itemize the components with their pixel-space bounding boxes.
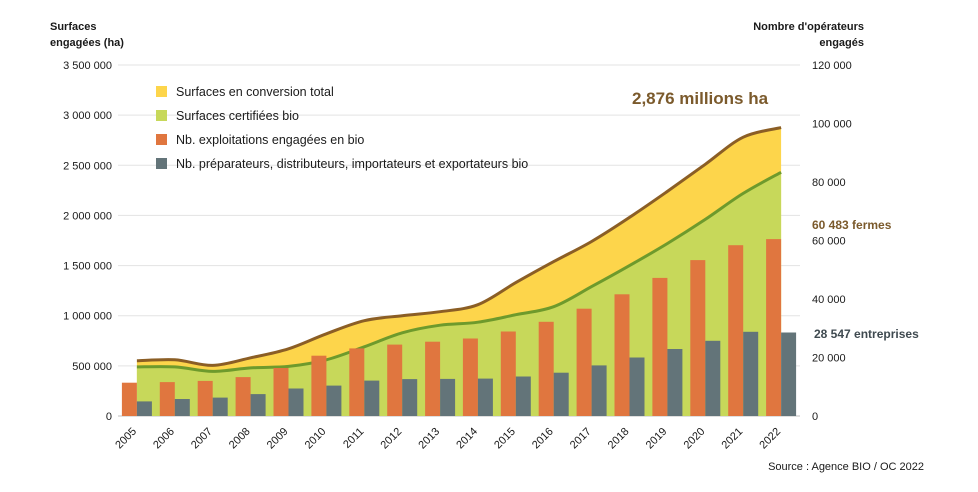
legend: Surfaces en conversion total Surfaces cer… <box>156 85 528 171</box>
bar-operators <box>705 340 721 416</box>
bar-operators <box>667 349 683 416</box>
x-tick-label: 2014 <box>454 426 480 452</box>
right-tick-label: 100 000 <box>812 119 852 131</box>
bar-operators <box>288 388 304 416</box>
annotation-surface-total: 2,876 millions ha <box>632 89 769 108</box>
legend-swatch <box>156 110 167 121</box>
left-tick-label: 1 500 000 <box>63 261 112 273</box>
bar-operators <box>212 397 228 416</box>
bar-operators <box>591 365 607 416</box>
bar-farms <box>159 382 175 416</box>
legend-swatch <box>156 86 167 97</box>
legend-label: Nb. préparateurs, distributeurs, importa… <box>176 157 528 171</box>
x-tick-label: 2022 <box>757 426 783 452</box>
bar-farms <box>121 382 137 416</box>
x-tick-label: 2013 <box>416 426 442 452</box>
x-tick-label: 2007 <box>189 426 215 452</box>
bar-farms <box>425 341 441 416</box>
bar-operators <box>515 376 531 416</box>
bar-farms <box>273 368 289 416</box>
bar-operators <box>553 372 569 416</box>
right-axis-title: engagés <box>819 37 864 49</box>
x-tick-label: 2019 <box>644 426 670 452</box>
annotation-farms: 60 483 fermes <box>812 218 892 232</box>
x-tick-label: 2021 <box>719 426 745 452</box>
left-tick-label: 3 000 000 <box>63 110 112 122</box>
left-tick-label: 500 000 <box>72 361 112 373</box>
legend-swatch <box>156 134 167 145</box>
left-tick-label: 0 <box>106 411 112 423</box>
bar-operators <box>629 357 645 416</box>
x-tick-label: 2006 <box>151 426 177 452</box>
x-tick-label: 2010 <box>303 426 329 452</box>
bar-operators <box>743 331 759 416</box>
bar-operators <box>174 399 190 416</box>
bar-farms <box>690 260 706 416</box>
legend-swatch <box>156 158 167 169</box>
bar-farms <box>500 331 516 416</box>
left-tick-label: 2 000 000 <box>63 210 112 222</box>
bar-operators <box>136 401 152 416</box>
source-note: Source : Agence BIO / OC 2022 <box>768 461 924 473</box>
x-tick-label: 2009 <box>265 426 291 452</box>
bar-farms <box>766 239 782 416</box>
x-tick-label: 2012 <box>378 426 404 452</box>
bar-farms <box>197 380 213 416</box>
right-tick-label: 120 000 <box>812 60 852 72</box>
bar-farms <box>614 294 630 416</box>
bar-farms <box>538 321 554 416</box>
bar-farms <box>235 377 251 416</box>
x-tick-label: 2018 <box>606 426 632 452</box>
bar-operators <box>477 378 493 416</box>
bar-operators <box>781 332 797 416</box>
bar-farms <box>652 277 668 416</box>
bar-operators <box>440 378 456 416</box>
bar-farms <box>576 308 592 416</box>
bar-operators <box>326 385 342 416</box>
annotations: 2,876 millions ha 60 483 fermes 28 547 ent… <box>632 89 924 473</box>
bar-farms <box>349 348 365 416</box>
x-tick-label: 2008 <box>227 426 253 452</box>
x-tick-label: 2020 <box>682 426 708 452</box>
bar-farms <box>387 344 403 416</box>
right-tick-label: 80 000 <box>812 177 846 189</box>
bar-operators <box>250 394 266 416</box>
bar-operators <box>402 379 418 416</box>
bar-operators <box>364 380 380 416</box>
left-axis-title: engagées (ha) <box>50 37 124 49</box>
x-tick-label: 2016 <box>530 426 556 452</box>
left-tick-label: 2 500 000 <box>63 160 112 172</box>
right-tick-label: 20 000 <box>812 353 846 365</box>
bar-farms <box>462 338 478 416</box>
right-axis-title: Nombre d'opérateurs <box>753 21 864 33</box>
x-tick-label: 2015 <box>492 426 518 452</box>
legend-label: Surfaces en conversion total <box>176 85 334 99</box>
x-tick-label: 2011 <box>341 426 366 451</box>
right-tick-label: 40 000 <box>812 294 846 306</box>
legend-label: Nb. exploitations engagées en bio <box>176 133 364 147</box>
bar-series <box>121 239 797 416</box>
x-tick-label: 2017 <box>568 426 594 452</box>
right-tick-label: 60 000 <box>812 236 846 248</box>
bar-farms <box>311 355 327 416</box>
bar-farms <box>728 245 744 416</box>
right-tick-label: 0 <box>812 411 818 423</box>
legend-label: Surfaces certifiées bio <box>176 109 299 123</box>
line-conversion <box>136 126 782 367</box>
x-tick-label: 2005 <box>113 426 139 452</box>
annotation-companies: 28 547 entreprises <box>814 327 919 341</box>
left-tick-label: 3 500 000 <box>63 60 112 72</box>
left-axis-title: Surfaces <box>50 21 96 33</box>
left-tick-label: 1 000 000 <box>63 311 112 323</box>
line-certified <box>136 170 782 373</box>
